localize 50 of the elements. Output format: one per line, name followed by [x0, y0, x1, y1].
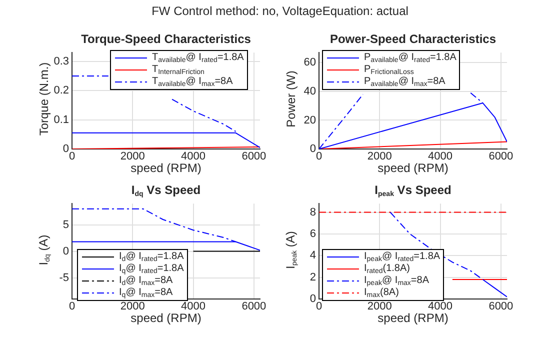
y-tick-label: 0.3: [54, 55, 69, 68]
y-tick-label: 20: [304, 114, 316, 126]
x-tick-label: 6000: [242, 150, 266, 163]
x-tick-label: 2000: [367, 300, 392, 313]
x-axis-title: speed (RPM): [378, 161, 448, 175]
legend-label: I$_{max}$(8A): [364, 287, 399, 299]
legend-label: I$_{q}$@ I$_{rated}$=1.8A: [119, 263, 184, 275]
x-tick-label: 2000: [120, 300, 145, 313]
legend-label: I$_{q}$@ I$_{max}$=8A: [119, 287, 173, 299]
legend-label: P$_{available}$@ I$_{max}$=8A: [364, 76, 446, 88]
x-axis-title: speed (RPM): [130, 311, 202, 325]
x-axis-title: speed (RPM): [378, 311, 448, 325]
y-tick-label: 60: [304, 56, 316, 69]
y-axis-title: Power (W): [284, 70, 298, 128]
legend-label: P$_{FrictionalLoss}$: [364, 64, 414, 76]
chart-title: I$_{peak}$ Vs Speed: [374, 183, 452, 198]
x-tick-label: 6000: [488, 300, 514, 313]
legend-label: I$_{rated}$(1.8A): [364, 263, 410, 275]
y-tick-label: 5: [62, 218, 69, 231]
x-tick-label: 6000: [242, 300, 266, 313]
y-tick-label: -5: [59, 272, 69, 284]
x-tick-label: 4000: [181, 150, 206, 163]
chart-title: I$_{dq}$ Vs Speed: [131, 183, 201, 198]
legend-label: T$_{InternalFriction}$: [152, 64, 204, 76]
legend-label: T$_{available}$@ I$_{max}$=8A: [152, 76, 233, 88]
y-tick-label: 0.2: [54, 84, 69, 97]
x-axis-title: speed (RPM): [130, 161, 202, 175]
x-tick-label: 6000: [488, 150, 514, 163]
y-axis-title: Torque (N.m.): [37, 62, 51, 136]
y-tick-label: 8: [310, 206, 316, 218]
x-tick-label: 4000: [428, 150, 453, 163]
y-tick-label: 4: [310, 250, 316, 262]
x-tick-label: 2000: [367, 150, 392, 163]
text: FW Control method: no, VoltageEquation: actual: [152, 4, 408, 18]
chart-title: Power-Speed Characteristics: [330, 32, 496, 46]
y-tick-label: 0: [62, 245, 69, 258]
x-tick-label: 2000: [120, 150, 145, 163]
y-tick-label: 0.1: [54, 114, 69, 126]
x-tick-label: 4000: [428, 300, 453, 313]
x-tick-label: 4000: [181, 300, 206, 313]
legend-label: I$_{peak}$@ I$_{rated}$=1.8A: [364, 251, 440, 263]
y-tick-label: 40: [304, 85, 316, 98]
legend-label: T$_{available}$@ I$_{rated}$=1.8A: [152, 52, 244, 64]
legend-label: I$_{d}$@ I$_{rated}$=1.8A: [119, 251, 184, 263]
legend-label: I$_{d}$@ I$_{max}$=8A: [119, 275, 173, 287]
y-tick-label: 6: [310, 228, 316, 240]
y-tick-label: 2: [310, 271, 316, 284]
chart-title: Torque-Speed Characteristics: [81, 32, 251, 46]
legend-label: P$_{available}$@ I$_{rated}$=1.8A: [364, 52, 456, 64]
legend-label: I$_{peak}$@ I$_{max}$=8A: [364, 275, 429, 287]
